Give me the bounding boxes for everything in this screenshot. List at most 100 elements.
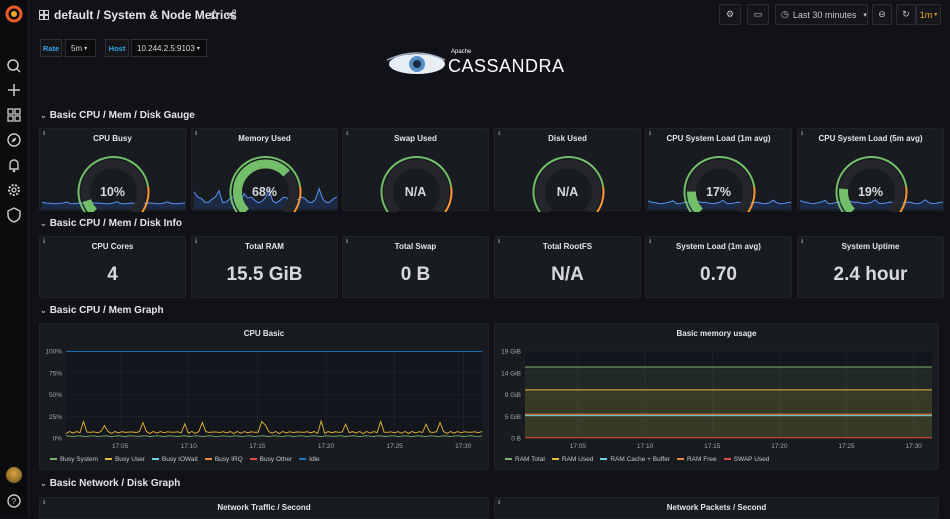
panel-title: Total RootFS xyxy=(542,242,593,251)
sparkline-area xyxy=(194,188,337,209)
gauge-fill xyxy=(839,188,856,212)
sparkline-line xyxy=(41,201,186,205)
legend-swatch xyxy=(505,458,512,461)
network-packets-panel[interactable]: ℹ Network Packets / Second xyxy=(494,497,939,519)
star-icon[interactable] xyxy=(209,9,220,20)
legend-item[interactable]: Busy Other xyxy=(249,456,292,463)
gauge-arc xyxy=(41,156,186,212)
row-toggle-info[interactable]: ⌄ Basic CPU / Mem / Disk Info xyxy=(40,218,182,229)
info-icon: ℹ xyxy=(195,239,198,245)
zoom-out-button[interactable]: ⊖ xyxy=(872,4,892,25)
gauge-threshold-orange xyxy=(140,186,150,212)
gauge-arc xyxy=(380,156,453,212)
stat-panel[interactable]: ℹ Total RootFS N/A xyxy=(494,236,641,298)
legend-item[interactable]: Busy IRQ xyxy=(204,456,243,463)
gear-icon[interactable] xyxy=(4,180,24,200)
time-range-picker[interactable]: ◷ Last 30 minutes ▾ xyxy=(775,4,868,25)
legend-item[interactable]: Busy IOWait xyxy=(151,456,198,463)
dashboards-icon[interactable] xyxy=(4,105,24,125)
row-toggle-graph[interactable]: ⌄ Basic CPU / Mem Graph xyxy=(40,305,164,316)
gauge-panel[interactable]: ℹ CPU Busy 10% xyxy=(39,128,186,212)
legend-item[interactable]: RAM Total xyxy=(505,456,545,463)
stat-panel[interactable]: ℹ System Uptime 2.4 hour xyxy=(797,236,944,298)
x-tick-label: 17:10 xyxy=(637,443,654,450)
legend-swatch xyxy=(50,458,57,461)
y-tick-label: 5 GiB xyxy=(505,414,521,421)
plus-icon[interactable] xyxy=(4,80,24,100)
logo-big-text: CASSANDRA xyxy=(448,56,565,76)
alerting-bell-icon[interactable] xyxy=(4,155,24,175)
gauge-panel[interactable]: ℹ Swap Used N/A xyxy=(342,128,489,212)
memory-usage-chart[interactable]: 19 GiB 14 GiB 9 GiB 5 GiB 0 B 17:05 17:10 17:15… xyxy=(495,324,940,471)
legend-swatch xyxy=(104,458,112,461)
gauge-threshold-orange xyxy=(746,186,756,212)
row-toggle-gauge[interactable]: ⌄ Basic CPU / Mem / Disk Gauge xyxy=(40,110,195,121)
grafana-logo-icon[interactable] xyxy=(4,4,24,24)
gauge-value: 19% xyxy=(857,185,884,199)
dashboard-title[interactable]: default / System & Node Metrics xyxy=(54,8,237,22)
cassandra-eye-icon xyxy=(386,52,446,74)
legend-item[interactable]: Busy User xyxy=(104,456,145,463)
info-icon: ℹ xyxy=(649,239,652,245)
cpu-basic-panel[interactable]: CPU Basic 100% 75% 50% 25% 0% 17:05 17:10 17:15… xyxy=(39,323,489,470)
refresh-button[interactable]: ↻ xyxy=(896,4,916,25)
gauge-value: 10% xyxy=(99,185,126,199)
info-icon: ℹ xyxy=(43,500,46,506)
stat-value: 2.4 hour xyxy=(833,264,908,285)
cassandra-logo: Apache CASSANDRA xyxy=(385,48,564,82)
search-icon[interactable] xyxy=(4,56,24,76)
legend-item[interactable]: RAM Cache + Buffer xyxy=(600,456,670,463)
rate-variable-select[interactable]: 5m ▾ xyxy=(65,39,96,57)
legend-item[interactable]: Busy System xyxy=(50,456,98,463)
sparkline-line xyxy=(193,187,338,204)
help-icon[interactable]: ? xyxy=(4,491,24,511)
dashboard-grid-icon xyxy=(39,10,49,20)
gauge-panel[interactable]: ℹ CPU System Load (5m avg) 19% xyxy=(797,128,944,212)
info-icon: ℹ xyxy=(801,131,804,137)
memory-usage-panel[interactable]: Basic memory usage 19 GiB 14 GiB 9 GiB 5 Gi… xyxy=(494,323,939,470)
panel-title: Total Swap xyxy=(394,242,437,251)
y-tick-label: 0 B xyxy=(511,436,521,443)
gauge-track xyxy=(81,159,146,212)
shield-icon[interactable] xyxy=(4,205,24,225)
gauge-value: 17% xyxy=(705,185,732,199)
x-tick-label: 17:30 xyxy=(455,443,472,450)
gear-icon: ⚙ xyxy=(725,9,735,19)
gauge-fill xyxy=(233,159,290,212)
gauge-panel[interactable]: ℹ Disk Used N/A xyxy=(494,128,641,212)
y-tick-label: 19 GiB xyxy=(501,349,521,356)
legend-item[interactable]: Idle xyxy=(299,456,320,463)
user-avatar[interactable] xyxy=(6,467,22,483)
host-variable-select[interactable]: 10.244.2.5:9103 ▾ xyxy=(131,39,207,57)
gauge-panel[interactable]: ℹ CPU System Load (1m avg) 17% xyxy=(645,128,792,212)
cycle-view-mode-button[interactable]: ▭ xyxy=(747,4,769,25)
share-icon[interactable] xyxy=(226,9,237,20)
stat-panel[interactable]: ℹ Total Swap 0 B xyxy=(342,236,489,298)
legend-item[interactable]: SWAP Used xyxy=(723,456,769,463)
clock-icon: ◷ xyxy=(781,9,789,19)
gauge-threshold-orange xyxy=(898,186,908,212)
legend-item[interactable]: RAM Free xyxy=(676,456,717,463)
gauge-panel[interactable]: ℹ Memory Used 68% xyxy=(191,128,338,212)
network-traffic-panel[interactable]: ℹ Network Traffic / Second xyxy=(39,497,489,519)
cpu-basic-chart[interactable]: 100% 75% 50% 25% 0% 17:05 17:10 17:15 17:20 17:25… xyxy=(40,324,490,471)
series-busy-system xyxy=(65,435,483,438)
logo-small-text: Apache xyxy=(451,49,472,55)
panel-title: System Load (1m avg) xyxy=(676,242,761,251)
sparkline-line xyxy=(799,199,944,205)
gauge-fill xyxy=(82,199,98,212)
dashboard-settings-button[interactable]: ⚙ xyxy=(719,4,741,25)
gauge-threshold-orange xyxy=(292,186,302,212)
row-toggle-network[interactable]: ⌄ Basic Network / Disk Graph xyxy=(40,478,181,489)
stat-panel[interactable]: ℹ System Load (1m avg) 0.70 xyxy=(645,236,792,298)
stat-panel[interactable]: ℹ CPU Cores 4 xyxy=(39,236,186,298)
gauge-threshold-orange xyxy=(443,186,453,212)
explore-icon[interactable] xyxy=(4,130,24,150)
legend-item[interactable]: RAM Used xyxy=(551,456,593,463)
stat-panel[interactable]: ℹ Total RAM 15.5 GiB xyxy=(191,236,338,298)
rate-variable-label: Rate xyxy=(40,39,62,57)
zoom-out-icon: ⊖ xyxy=(878,9,886,19)
y-tick-label: 75% xyxy=(49,370,62,377)
refresh-interval-picker[interactable]: 1m ▾ xyxy=(916,4,941,25)
info-icon: ℹ xyxy=(195,131,198,137)
